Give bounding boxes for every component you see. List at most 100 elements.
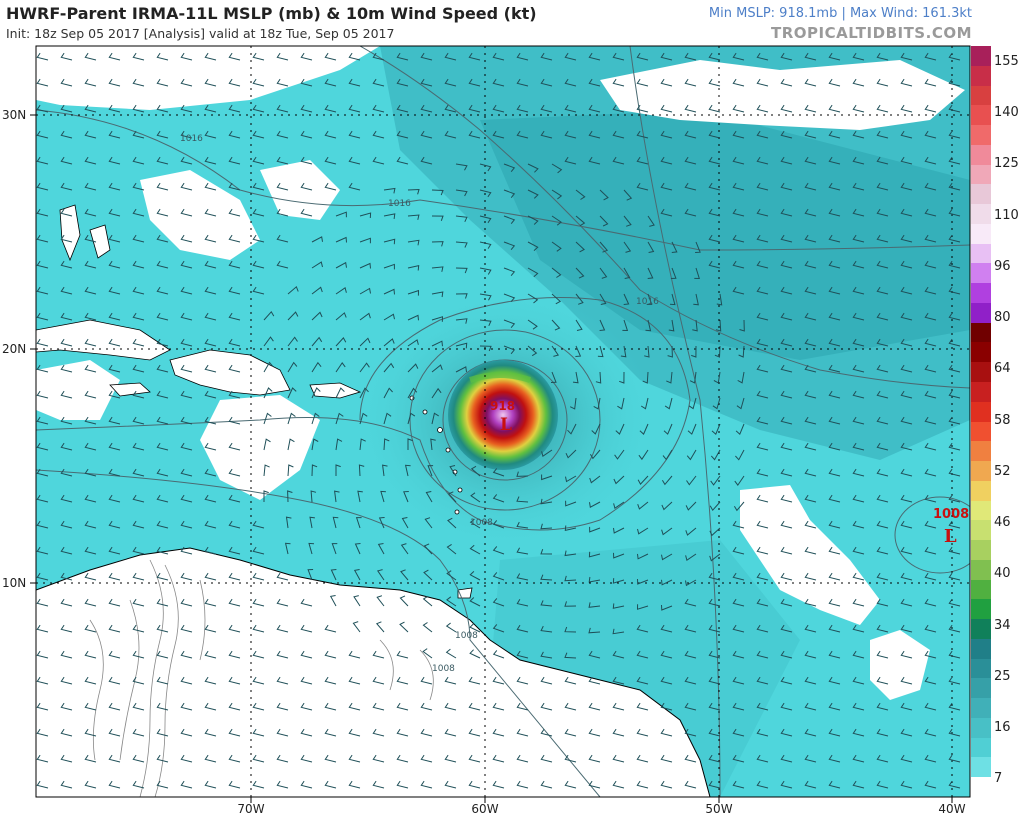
wind-barb bbox=[732, 208, 745, 217]
wind-barb bbox=[276, 260, 289, 269]
wind-barb bbox=[564, 626, 577, 633]
lon-label-70w: 70W bbox=[237, 802, 264, 816]
wind-barb bbox=[662, 449, 673, 461]
wind-barb bbox=[60, 520, 73, 529]
wind-barb bbox=[36, 442, 49, 451]
wind-barb bbox=[738, 345, 745, 358]
calm-patch bbox=[740, 485, 880, 625]
wind-barb bbox=[300, 676, 313, 685]
wind-barb bbox=[804, 468, 817, 477]
wind-barb bbox=[84, 364, 97, 373]
wind-barb bbox=[623, 241, 632, 253]
wind-barb bbox=[876, 52, 889, 61]
wind-barb bbox=[636, 52, 649, 61]
wind-barb bbox=[780, 728, 793, 737]
wind-barb bbox=[468, 78, 481, 87]
wind-barb bbox=[84, 598, 97, 607]
wind-barb bbox=[948, 468, 961, 477]
wind-barb bbox=[692, 319, 698, 332]
wind-barb bbox=[852, 416, 865, 425]
wind-barb bbox=[564, 676, 577, 685]
wind-barb bbox=[540, 702, 553, 711]
colorbar-segment bbox=[971, 540, 991, 561]
wind-barb bbox=[228, 364, 241, 373]
wind-barb bbox=[180, 650, 193, 659]
wind-barb bbox=[733, 501, 745, 512]
wind-barb bbox=[108, 52, 121, 61]
wind-barb bbox=[900, 468, 913, 477]
wind-barb bbox=[108, 676, 121, 685]
wind-barb bbox=[527, 345, 538, 357]
wind-barb bbox=[252, 208, 265, 217]
wind-barb bbox=[383, 387, 393, 399]
wind-barb bbox=[876, 624, 889, 633]
wind-barb bbox=[324, 650, 337, 659]
wind-barb bbox=[623, 215, 632, 227]
wind-barb bbox=[300, 598, 313, 607]
colorbar-segment bbox=[971, 204, 991, 225]
wind-barb bbox=[572, 371, 579, 384]
wind-barb bbox=[713, 371, 721, 384]
wind-barb bbox=[372, 52, 385, 61]
wind-barb bbox=[691, 345, 697, 358]
wind-barb bbox=[108, 468, 121, 477]
wind-barb bbox=[828, 260, 841, 269]
wind-barb bbox=[378, 517, 385, 529]
wind-barb bbox=[708, 234, 721, 243]
wind-barb bbox=[335, 464, 341, 476]
wind-barb bbox=[359, 312, 371, 321]
irma-low-symbol: L bbox=[500, 415, 512, 435]
wind-barb bbox=[324, 52, 337, 61]
wind-barb bbox=[60, 624, 73, 633]
wind-barb bbox=[372, 650, 385, 659]
wind-barb bbox=[431, 215, 444, 221]
wind-barb bbox=[276, 130, 289, 139]
wind-barb bbox=[60, 390, 73, 399]
wind-barb bbox=[804, 728, 817, 737]
graticule bbox=[36, 46, 970, 797]
wind-barb bbox=[948, 364, 961, 373]
wind-barb bbox=[780, 364, 793, 373]
wind-barb bbox=[852, 572, 865, 581]
wind-barb bbox=[852, 286, 865, 295]
wind-barb bbox=[503, 345, 516, 355]
wind-barb bbox=[383, 288, 395, 295]
wind-barb bbox=[756, 312, 769, 321]
wind-speed-colorbar bbox=[971, 46, 991, 798]
wind-barb bbox=[60, 468, 73, 477]
wind-barb bbox=[780, 338, 793, 347]
wind-barb bbox=[36, 182, 49, 191]
wind-barb bbox=[156, 494, 169, 503]
wind-barb bbox=[263, 310, 275, 321]
wind-barb bbox=[132, 754, 145, 763]
wind-barb bbox=[686, 475, 697, 486]
wind-barb bbox=[876, 208, 889, 217]
wind-barb bbox=[396, 780, 409, 789]
wind-barb bbox=[300, 78, 313, 87]
wind-barb bbox=[252, 78, 265, 87]
isobar-label: 1008 bbox=[432, 664, 455, 674]
wind-barb bbox=[359, 362, 370, 373]
wind-barb bbox=[852, 52, 865, 61]
wind-barb bbox=[359, 262, 371, 269]
wind-barb bbox=[612, 650, 625, 659]
wind-barb bbox=[180, 234, 193, 243]
wind-barb bbox=[407, 363, 419, 373]
wind-barb bbox=[804, 442, 817, 451]
wind-barb bbox=[180, 286, 193, 295]
wind-barb bbox=[469, 571, 481, 581]
wind-barb bbox=[948, 390, 961, 399]
colorbar-segment bbox=[971, 283, 991, 304]
wind-barb bbox=[660, 208, 673, 217]
wind-barb bbox=[492, 130, 505, 139]
wind-barb bbox=[396, 52, 409, 61]
wind-barb bbox=[204, 442, 217, 451]
wind-barb bbox=[228, 182, 241, 191]
wind-barb bbox=[380, 490, 386, 503]
wind-barb bbox=[36, 104, 49, 113]
colorbar-label: 140 bbox=[994, 105, 1019, 120]
wind-barb bbox=[407, 264, 420, 271]
wind-barb bbox=[900, 104, 913, 113]
wind-barb bbox=[335, 312, 347, 321]
wind-barb bbox=[422, 595, 433, 607]
